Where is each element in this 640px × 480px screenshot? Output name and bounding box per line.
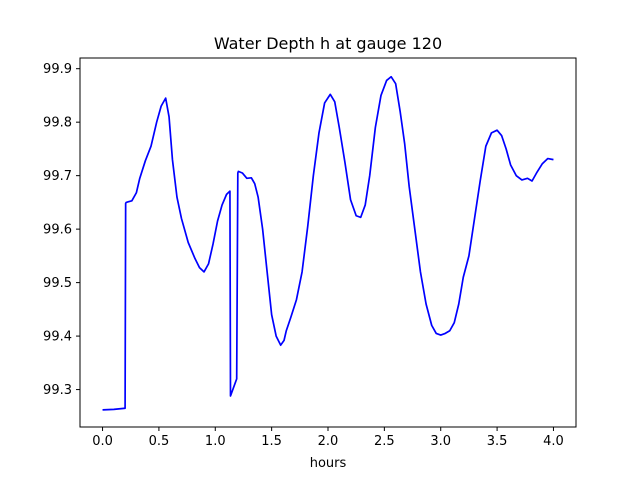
- y-tick-label: 99.8: [43, 116, 72, 131]
- y-tick-label: 99.7: [43, 169, 72, 184]
- y-tick-label: 99.4: [43, 330, 72, 345]
- y-tick-label: 99.9: [43, 62, 72, 77]
- y-axis: 99.3 99.4 99.5 99.6 99.7 99.8 99.9: [43, 62, 80, 398]
- y-tick-label: 99.6: [43, 223, 72, 238]
- x-tick-label: 1.5: [261, 434, 282, 449]
- x-tick-label: 3.0: [430, 434, 451, 449]
- y-tick-label: 99.5: [43, 276, 72, 291]
- x-tick-label: 0.0: [92, 434, 113, 449]
- x-tick-label: 3.5: [487, 434, 508, 449]
- plot-area: [102, 75, 554, 411]
- x-tick-label: 4.0: [543, 434, 564, 449]
- plot-frame: [79, 57, 577, 428]
- x-tick-label: 1.0: [205, 434, 226, 449]
- x-tick-label: 0.5: [149, 434, 170, 449]
- y-tick-label: 99.3: [43, 383, 72, 398]
- x-axis: 0.0 0.5 1.0 1.5 2.0 2.5 3.0 3.5 4.0: [92, 427, 564, 449]
- x-axis-label: hours: [310, 456, 347, 471]
- chart-title: Water Depth h at gauge 120: [214, 34, 442, 53]
- series-line-0: [102, 75, 554, 411]
- x-tick-label: 2.5: [374, 434, 395, 449]
- x-tick-label: 2.0: [318, 434, 339, 449]
